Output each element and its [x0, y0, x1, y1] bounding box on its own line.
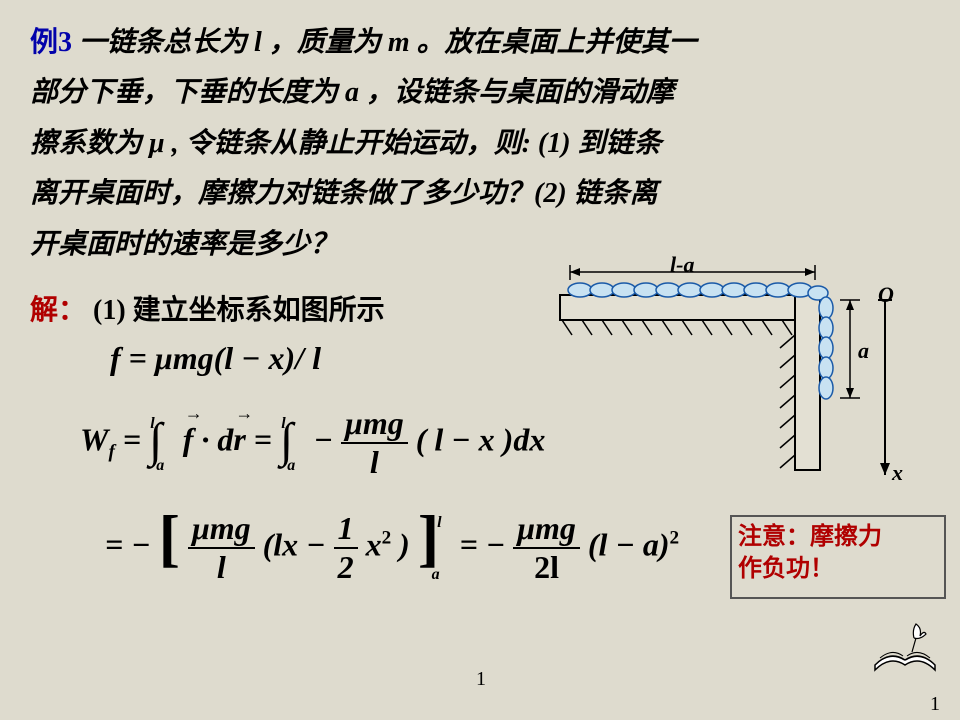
eq3-frac2-num: μmg	[513, 510, 580, 549]
book-icon	[870, 620, 940, 675]
eq1-text: f = μmg(l − x)/ l	[110, 340, 321, 376]
eq3-sq: 2	[382, 528, 392, 549]
eq3-lim-high: l	[437, 514, 441, 531]
eq3-x: x	[366, 526, 382, 562]
int2-low: a	[287, 457, 295, 474]
eq3-minus: = −	[105, 526, 151, 562]
chain-diagram	[540, 260, 900, 480]
note-line2: 作负功！	[738, 553, 938, 585]
example-number: 例3	[30, 27, 72, 58]
vec-r: r	[233, 421, 245, 458]
eq2-rest: ( l − x )dx	[416, 421, 546, 457]
int1-high: l	[150, 415, 154, 432]
page-number-corner: 1	[930, 693, 940, 716]
solution-header: 解： (1) 建立坐标系如图所示	[30, 288, 385, 328]
label-O: O	[878, 282, 894, 308]
eq2-frac: μmg l	[341, 405, 408, 481]
label-l-a: l-a	[670, 252, 694, 278]
label-a: a	[858, 338, 869, 364]
problem-statement: 例3 一链条总长为 l ，质量为 m 。放在桌面上并使其一 部分下垂，下垂的长度…	[30, 18, 930, 270]
equation-work-integral: Wf = ∫al f · dr = ∫al − μmg l ( l − x )d…	[80, 405, 545, 481]
eq2-eq2: =	[254, 421, 280, 457]
eq3-lim-low: a	[432, 566, 440, 583]
var-mu: μ	[149, 128, 165, 159]
problem-text-1c: 。放在桌面上并使其一	[417, 27, 697, 58]
eq3-frac1: μmg l	[188, 510, 255, 586]
solution-part1: (1) 建立坐标系如图所示	[93, 295, 385, 326]
problem-text-1a: 一链条总长为	[79, 27, 247, 58]
eq3-frac1-den: l	[188, 549, 255, 586]
eq3-close: )	[399, 526, 410, 562]
page-number-center: 1	[476, 668, 486, 691]
var-l: l	[254, 27, 262, 58]
int2-high: l	[281, 415, 285, 432]
eq3-half-den: 2	[334, 549, 358, 586]
eq3-last: (l − a)	[588, 526, 670, 562]
eq3-eq: = −	[460, 526, 506, 562]
eq3-sq2: 2	[669, 528, 679, 549]
eq2-dot: · d	[201, 421, 233, 457]
problem-text-1b: ，质量为	[269, 27, 381, 58]
equation-work-result: = − [ μmg l (lx − 1 2 x2 ) ]la = − μmg 2…	[105, 510, 679, 586]
eq2-fsub: f	[108, 442, 114, 463]
eq3-frac2: μmg 2l	[513, 510, 580, 586]
var-a: a	[345, 77, 359, 108]
eq3-half: 1 2	[334, 510, 358, 586]
eq2-eq: =	[123, 421, 149, 457]
problem-text-3a: 擦系数为	[30, 128, 142, 159]
problem-text-4: 离开桌面时，摩擦力对链条做了多少功？(2) 链条离	[30, 178, 658, 209]
eq2-minus: −	[314, 421, 333, 457]
problem-text-2b: ，设链条与桌面的滑动摩	[366, 77, 674, 108]
problem-text-2a: 部分下垂，下垂的长度为	[30, 77, 338, 108]
vec-f: f	[183, 421, 194, 458]
eq2-frac-num: μmg	[341, 405, 408, 444]
rbrack: ]	[418, 502, 439, 573]
problem-text-5: 开桌面时的速率是多少？	[30, 229, 338, 260]
label-x: x	[892, 460, 903, 486]
int1-low: a	[156, 457, 164, 474]
eq3-frac2-den: 2l	[513, 549, 580, 586]
note-line1: 注意：摩擦力	[738, 521, 938, 553]
problem-text-3b: , 令链条从静止开始运动，则: (1) 到链条	[172, 128, 662, 159]
eq3-paren: (lx −	[263, 526, 334, 562]
solution-label: 解：	[30, 295, 86, 326]
eq2-frac-den: l	[341, 444, 408, 481]
eq3-half-num: 1	[334, 510, 358, 549]
eq2-W: W	[80, 421, 108, 457]
eq3-frac1-num: μmg	[188, 510, 255, 549]
note-box: 注意：摩擦力 作负功！	[730, 515, 946, 599]
equation-friction: f = μmg(l − x)/ l	[110, 340, 321, 377]
var-m: m	[388, 27, 410, 58]
lbrack: [	[159, 502, 180, 573]
